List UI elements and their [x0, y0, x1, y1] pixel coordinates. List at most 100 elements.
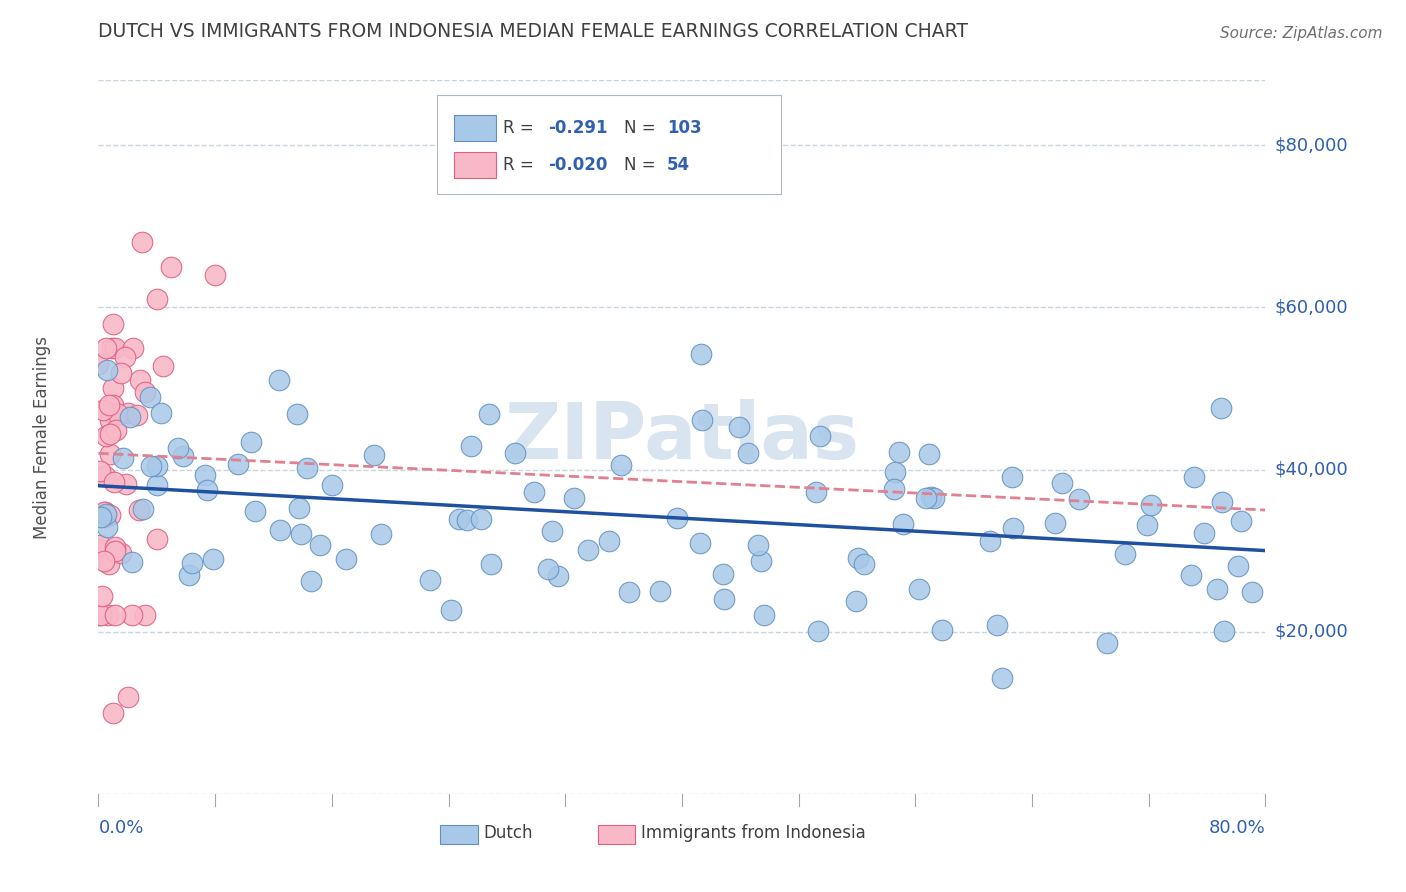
Point: [1114, 547, 1136, 561]
Point: [807, 624, 830, 638]
Point: [1213, 624, 1236, 638]
Point: [887, 445, 910, 459]
Point: [727, 420, 749, 434]
FancyBboxPatch shape: [598, 825, 636, 844]
Point: [160, 260, 183, 274]
Point: [541, 524, 564, 538]
Point: [363, 448, 385, 462]
Point: [98, 413, 121, 427]
Point: [97, 608, 120, 623]
Text: -0.020: -0.020: [548, 156, 607, 174]
Text: DUTCH VS IMMIGRANTS FROM INDONESIA MEDIAN FEMALE EARNINGS CORRELATION CHART: DUTCH VS IMMIGRANTS FROM INDONESIA MEDIA…: [98, 22, 969, 41]
Point: [89, 538, 111, 552]
Point: [285, 407, 308, 421]
Point: [598, 533, 620, 548]
Point: [1211, 495, 1233, 509]
Point: [114, 350, 136, 364]
Point: [269, 523, 291, 537]
Point: [1050, 475, 1073, 490]
Point: [101, 381, 124, 395]
Text: 54: 54: [666, 156, 690, 174]
Point: [240, 434, 263, 449]
Point: [922, 491, 945, 506]
Point: [470, 512, 492, 526]
Point: [91, 589, 114, 603]
Point: [179, 568, 201, 582]
Point: [98, 398, 121, 412]
Point: [105, 423, 128, 437]
Point: [505, 445, 527, 459]
Text: Source: ZipAtlas.com: Source: ZipAtlas.com: [1219, 26, 1382, 41]
Point: [920, 490, 942, 504]
Point: [104, 540, 127, 554]
Point: [617, 585, 640, 599]
Text: N =: N =: [623, 156, 661, 174]
Point: [138, 390, 160, 404]
Point: [295, 460, 318, 475]
Point: [478, 408, 501, 422]
Text: $20,000: $20,000: [1274, 623, 1348, 640]
Point: [91, 403, 114, 417]
Text: Median Female Earnings: Median Female Earnings: [34, 335, 52, 539]
Point: [918, 446, 941, 460]
Point: [737, 446, 759, 460]
Point: [1139, 499, 1161, 513]
Point: [117, 690, 139, 704]
Point: [439, 603, 461, 617]
Point: [193, 467, 215, 482]
Point: [269, 373, 291, 387]
Text: 0.0%: 0.0%: [98, 819, 143, 837]
Point: [145, 458, 167, 473]
Point: [112, 450, 135, 465]
Point: [228, 458, 250, 472]
Point: [121, 555, 143, 569]
Point: [110, 546, 132, 560]
Point: [146, 532, 169, 546]
Point: [96, 362, 118, 376]
Point: [290, 527, 312, 541]
Text: Dutch: Dutch: [484, 824, 533, 842]
Point: [90, 510, 112, 524]
Point: [201, 552, 224, 566]
Point: [94, 510, 117, 524]
Point: [103, 475, 125, 489]
Point: [181, 556, 204, 570]
Point: [127, 408, 149, 422]
FancyBboxPatch shape: [440, 825, 478, 844]
Point: [1227, 559, 1250, 574]
Point: [547, 569, 569, 583]
Point: [986, 617, 1008, 632]
Point: [245, 503, 267, 517]
Point: [1241, 584, 1264, 599]
Point: [979, 533, 1001, 548]
Point: [713, 566, 735, 581]
Point: [172, 449, 194, 463]
Point: [419, 574, 441, 588]
Point: [1045, 516, 1067, 531]
Point: [914, 491, 936, 505]
Point: [150, 406, 173, 420]
Point: [1209, 401, 1232, 415]
Point: [146, 478, 169, 492]
Point: [104, 608, 127, 623]
Point: [96, 520, 118, 534]
Point: [131, 235, 153, 250]
Point: [884, 465, 907, 479]
Point: [100, 341, 122, 355]
Point: [166, 441, 188, 455]
Point: [141, 458, 163, 473]
Point: [804, 484, 827, 499]
Point: [122, 341, 145, 355]
Point: [1095, 636, 1118, 650]
FancyBboxPatch shape: [454, 115, 496, 141]
Point: [117, 406, 139, 420]
Point: [991, 672, 1014, 686]
Point: [93, 505, 115, 519]
Point: [754, 607, 776, 622]
Point: [90, 608, 112, 623]
Point: [101, 317, 124, 331]
Point: [891, 517, 914, 532]
Point: [665, 510, 688, 524]
Point: [101, 407, 124, 421]
Point: [460, 439, 482, 453]
